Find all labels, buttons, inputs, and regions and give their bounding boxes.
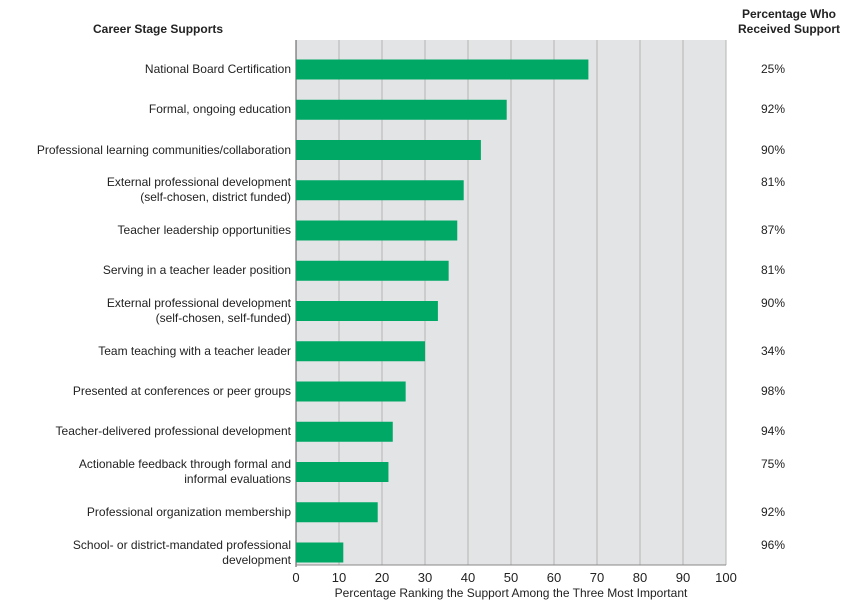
category-label: Teacher leadership opportunities [1, 223, 291, 238]
bar [296, 421, 393, 442]
category-label: Professional organization membership [1, 505, 291, 520]
category-label: Presented at conferences or peer groups [1, 384, 291, 399]
bar [296, 180, 464, 201]
category-label-line: Teacher leadership opportunities [117, 223, 291, 237]
category-label-line: External professional development [106, 296, 291, 310]
category-label-line: National Board Certification [144, 62, 291, 76]
right-header-line1: Percentage Who [741, 7, 837, 21]
category-label-line: Presented at conferences or peer groups [72, 384, 291, 398]
received-percentage: 25% [760, 62, 786, 76]
bar [296, 301, 438, 321]
x-tick-label: 20 [375, 570, 389, 585]
received-percentage: 34% [760, 343, 786, 358]
left-column-header: Career Stage Supports [93, 22, 224, 36]
received-percentage: 98% [760, 384, 786, 398]
category-label-line: (self-chosen, self-funded) [155, 311, 291, 325]
x-tick-label: 100 [715, 570, 737, 585]
category-label: National Board Certification [1, 62, 291, 77]
bar [296, 220, 458, 241]
x-tick-label: 10 [332, 570, 346, 585]
bar [296, 59, 589, 80]
category-label-line: Formal, ongoing education [148, 102, 291, 117]
category-label-line: School- or district-mandated professiona… [72, 537, 291, 552]
x-tick-label: 0 [292, 570, 299, 585]
bar [296, 99, 507, 120]
category-label-line: External professional development [106, 175, 291, 190]
x-tick-label: 90 [676, 570, 690, 585]
received-percentage: 75% [760, 457, 786, 471]
received-percentage: 87% [760, 223, 786, 237]
received-percentage: 81% [760, 175, 786, 190]
x-tick-label: 70 [590, 570, 604, 585]
category-label-line: Teacher-delivered professional developme… [55, 424, 291, 439]
category-label: School- or district-mandated professiona… [1, 538, 291, 568]
category-label: Actionable feedback through formal and in… [1, 457, 291, 487]
bar [296, 260, 449, 281]
received-percentage: 90% [760, 142, 786, 157]
received-percentage: 96% [760, 537, 786, 552]
received-percentage: 92% [760, 102, 786, 117]
category-label-line: Professional organization membership [86, 504, 291, 519]
category-label-line: Actionable feedback through formal and [78, 457, 291, 471]
category-label-line: development [222, 552, 291, 567]
bar [296, 542, 344, 563]
category-label: External professional development (self-c… [1, 296, 291, 326]
bar [296, 140, 481, 160]
right-header-line2: Received Support [737, 22, 841, 36]
received-percentage: 94% [760, 424, 786, 439]
x-tick-label: 50 [504, 570, 518, 585]
bar [296, 341, 425, 362]
category-label: Team teaching with a teacher leader [1, 344, 291, 359]
right-column-header: Percentage Who Received Support [733, 7, 845, 37]
category-label: Serving in a teacher leader position [1, 263, 291, 278]
category-label-line: (self-chosen, district funded) [140, 190, 291, 205]
category-label: External professional development (self-c… [1, 175, 291, 205]
category-label: Formal, ongoing education [1, 102, 291, 117]
received-percentage: 90% [760, 296, 786, 310]
category-label: Professional learning communities/collab… [1, 143, 291, 158]
x-tick-label: 30 [418, 570, 432, 585]
received-percentage: 92% [760, 504, 786, 519]
x-axis-title: Percentage Ranking the Support Among the… [334, 586, 688, 600]
x-tick-label: 60 [547, 570, 561, 585]
x-tick-label: 80 [633, 570, 647, 585]
received-percentage: 81% [760, 263, 786, 278]
category-label-line: informal evaluations [184, 472, 291, 486]
x-tick-label: 40 [461, 570, 475, 585]
category-label-line: Serving in a teacher leader position [102, 263, 291, 278]
category-label: Teacher-delivered professional developme… [1, 424, 291, 439]
category-label-line: Team teaching with a teacher leader [98, 343, 291, 358]
category-label-line: Professional learning communities/collab… [36, 142, 291, 157]
bar [296, 462, 389, 482]
bar [296, 381, 406, 402]
bar [296, 502, 378, 523]
